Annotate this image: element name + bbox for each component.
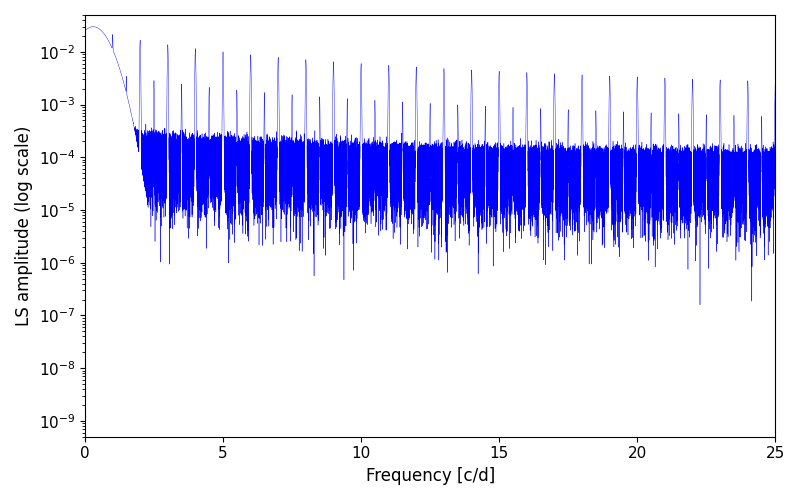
Y-axis label: LS amplitude (log scale): LS amplitude (log scale) [15, 126, 33, 326]
X-axis label: Frequency [c/d]: Frequency [c/d] [366, 467, 494, 485]
